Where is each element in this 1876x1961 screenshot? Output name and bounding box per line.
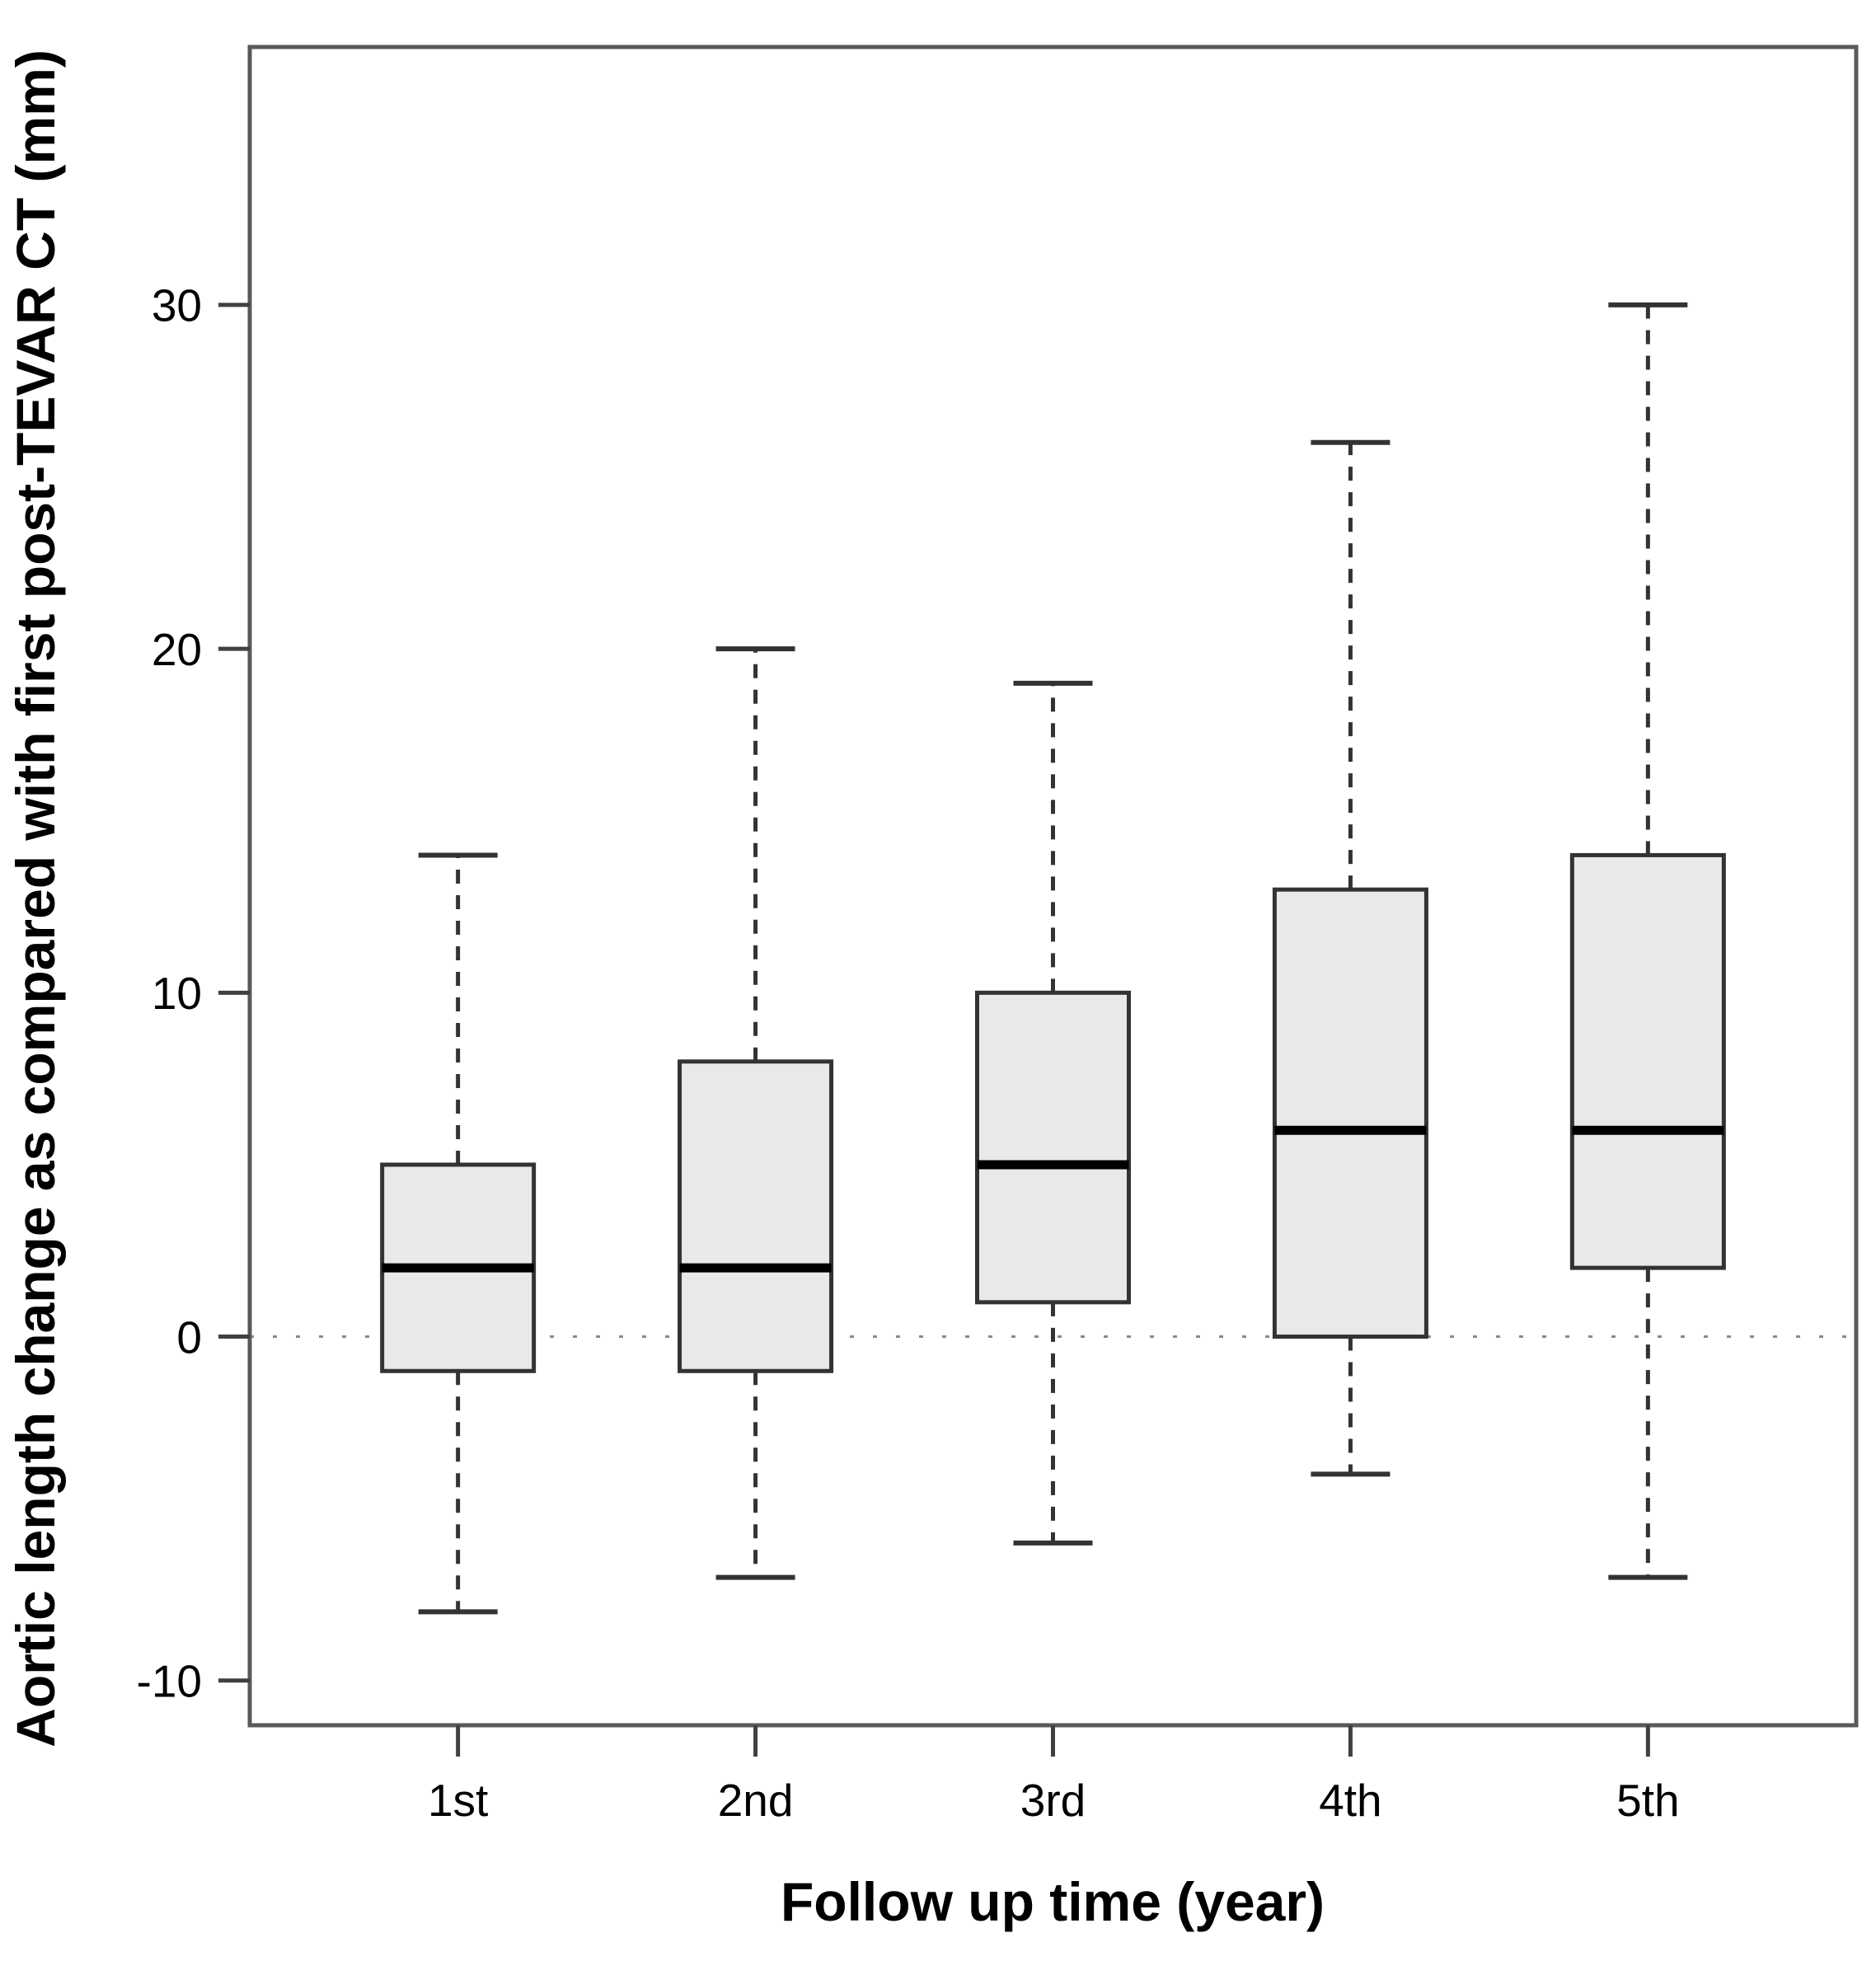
- box-group-4th: [1272, 439, 1428, 1477]
- y-axis: -10 0 10 20 30: [137, 280, 250, 1707]
- iqr-box: [678, 1059, 834, 1373]
- y-tick-label: -10: [137, 1656, 203, 1707]
- iqr-box: [1569, 852, 1726, 1270]
- y-axis-title: Aortic length change as compared with fi…: [5, 49, 66, 1748]
- box-group-5th: [1569, 302, 1726, 1580]
- box-group-3rd: [975, 680, 1131, 1546]
- iqr-box: [1272, 887, 1428, 1339]
- x-tick-label: 3rd: [1020, 1775, 1086, 1826]
- y-tick-label: 10: [152, 968, 202, 1019]
- box-group-1st: [380, 852, 537, 1615]
- x-tick-label: 5th: [1616, 1775, 1679, 1826]
- iqr-box: [975, 990, 1131, 1305]
- x-tick-label: 1st: [428, 1775, 488, 1826]
- x-axis: 1st 2nd 3rd 4th 5th: [428, 1725, 1680, 1826]
- x-tick-label: 2nd: [718, 1775, 794, 1826]
- box-group-2nd: [678, 646, 834, 1580]
- y-tick-label: 20: [152, 624, 202, 675]
- x-tick-label: 4th: [1319, 1775, 1381, 1826]
- x-axis-title: Follow up time (year): [781, 1871, 1325, 1932]
- boxes-group: [380, 302, 1726, 1615]
- y-tick-label: 30: [152, 280, 202, 331]
- y-tick-label: 0: [176, 1311, 202, 1363]
